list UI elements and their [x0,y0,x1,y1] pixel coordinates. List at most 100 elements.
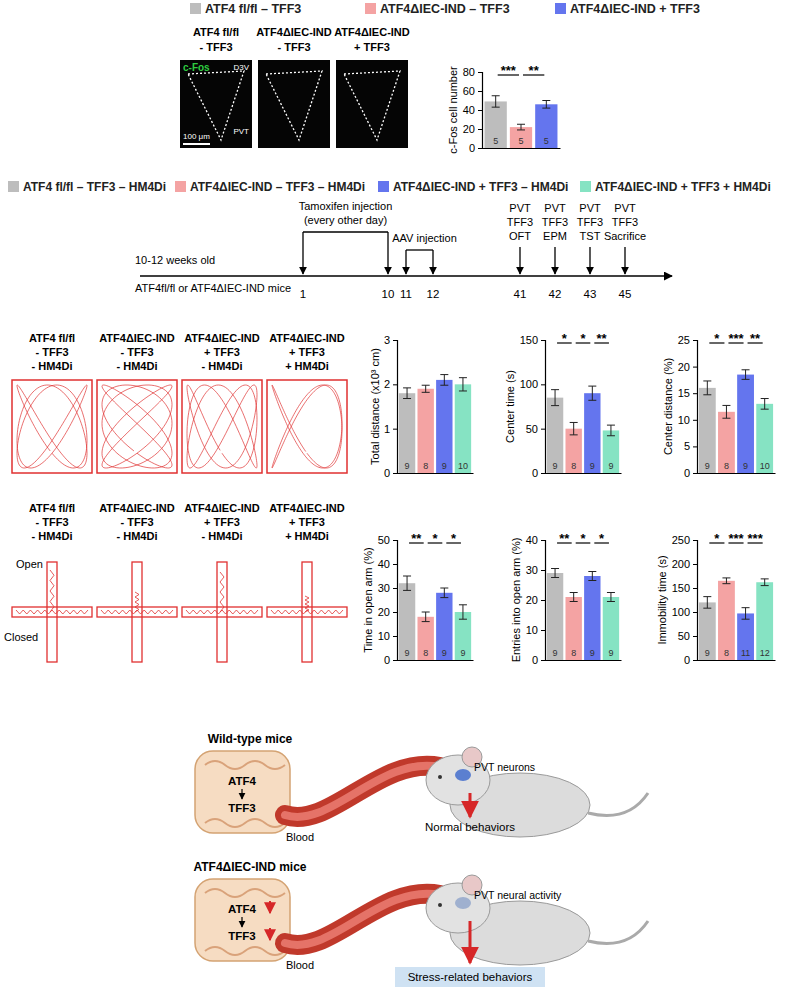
bar [399,583,415,660]
tick-mark [693,340,697,341]
gene-label: ATF4 [228,903,257,915]
error-bar [742,608,750,620]
event-label: TFF3 [542,216,568,228]
track-trace [187,385,257,468]
bar [737,613,754,660]
error-bar [570,422,578,434]
timeline-day: 41 [514,288,527,300]
error-cap [403,387,411,388]
n-label: 9 [442,648,447,658]
error-bar [440,588,448,598]
significance-label: ** [750,331,761,346]
image-panel: c-FosD3VPVT100 μm [180,60,252,148]
y-tick: 200 [672,558,697,570]
track-label: - HM4Di [117,530,158,542]
tick-mark [693,612,697,613]
track-label: - TFF3 [121,346,154,358]
tick-mark [393,429,397,430]
x-axis [698,473,776,475]
error-cap [440,385,448,386]
error-cap [570,422,578,423]
y-tick: 50 [526,423,545,435]
bar [455,384,471,473]
y-axis: 050100150 [520,334,546,479]
y-tick-label: 15 [678,387,690,399]
error-cap [570,434,578,435]
error-cap [459,377,467,378]
tick-mark [541,473,545,474]
bar [417,389,433,473]
error-cap [422,612,430,613]
y-tick-label: 20 [678,361,690,373]
tick-mark [541,384,545,385]
y-tick-label: 40 [378,558,390,570]
y-tick-label: 50 [526,423,538,435]
significance-label: *** [728,331,744,346]
n-label: 8 [571,648,576,658]
tick-mark [541,630,545,631]
timeline-day: 1 [300,288,306,300]
y-tick: 20 [526,594,545,606]
error-bar [517,124,525,130]
axis-line [546,660,622,661]
outcome-label: Stress-related behaviors [408,971,533,983]
maze-arm [182,607,262,617]
axis-line [393,341,398,474]
bar [584,576,600,660]
significance-label: * [451,531,457,546]
tick-mark [478,110,482,111]
image-label: ATF4 fl/fl [193,26,239,38]
image-background [180,60,252,148]
bar [737,375,754,473]
bar [565,597,581,660]
error-cap [492,107,500,108]
track-label: - HM4Di [117,360,158,372]
legend-label: ATF4ΔIEC-IND + TFF3 [570,2,700,16]
legend-swatch [175,181,186,192]
y-tick: 50 [678,630,697,642]
bar [718,581,735,660]
tick-mark [393,473,397,474]
error-cap [722,577,730,578]
tick-mark [393,540,397,541]
error-bar [551,390,559,406]
arena-frame [97,380,177,473]
axis-line [546,473,622,474]
significance-label: *** [501,63,517,78]
error-stem [462,605,463,619]
outcome-box [395,967,545,987]
error-cap [440,597,448,598]
x-axis [398,473,474,475]
y-tick-label: 40 [463,104,475,116]
error-cap [607,425,615,426]
significance-label: ** [597,331,608,346]
y-tick: 0 [469,142,482,154]
track-trace [305,596,309,612]
significance-label: * [580,531,586,546]
y-tick: 20 [378,606,397,618]
mouse-tail [588,793,648,816]
legend-item: ATF4ΔIEC-IND + TFF3 + HM4Di [580,180,771,194]
track-trace [220,572,224,612]
error-cap [551,577,559,578]
brain-label: PVT neurons [474,761,535,773]
maze-arm [217,562,227,662]
timeline-day: 12 [427,288,440,300]
n-label: 9 [405,648,410,658]
error-stem [573,422,574,434]
bar [699,602,716,660]
error-stem [764,399,765,410]
y-axis: 020406080 [463,66,483,154]
error-stem [407,576,408,590]
n-label: 9 [553,461,558,471]
figure: ATF4 fl/fl – TFF3ATF4ΔIEC-IND – TFF3ATF4… [0,0,786,991]
axis-line [398,473,474,474]
track-label: - HM4Di [202,360,243,372]
bar [399,393,415,473]
error-cap [588,571,596,572]
tick-mark [693,446,697,447]
vessel-label: Blood [286,831,314,843]
tick-mark [541,340,545,341]
y-tick: 20 [678,361,697,373]
n-label: 9 [743,461,748,471]
